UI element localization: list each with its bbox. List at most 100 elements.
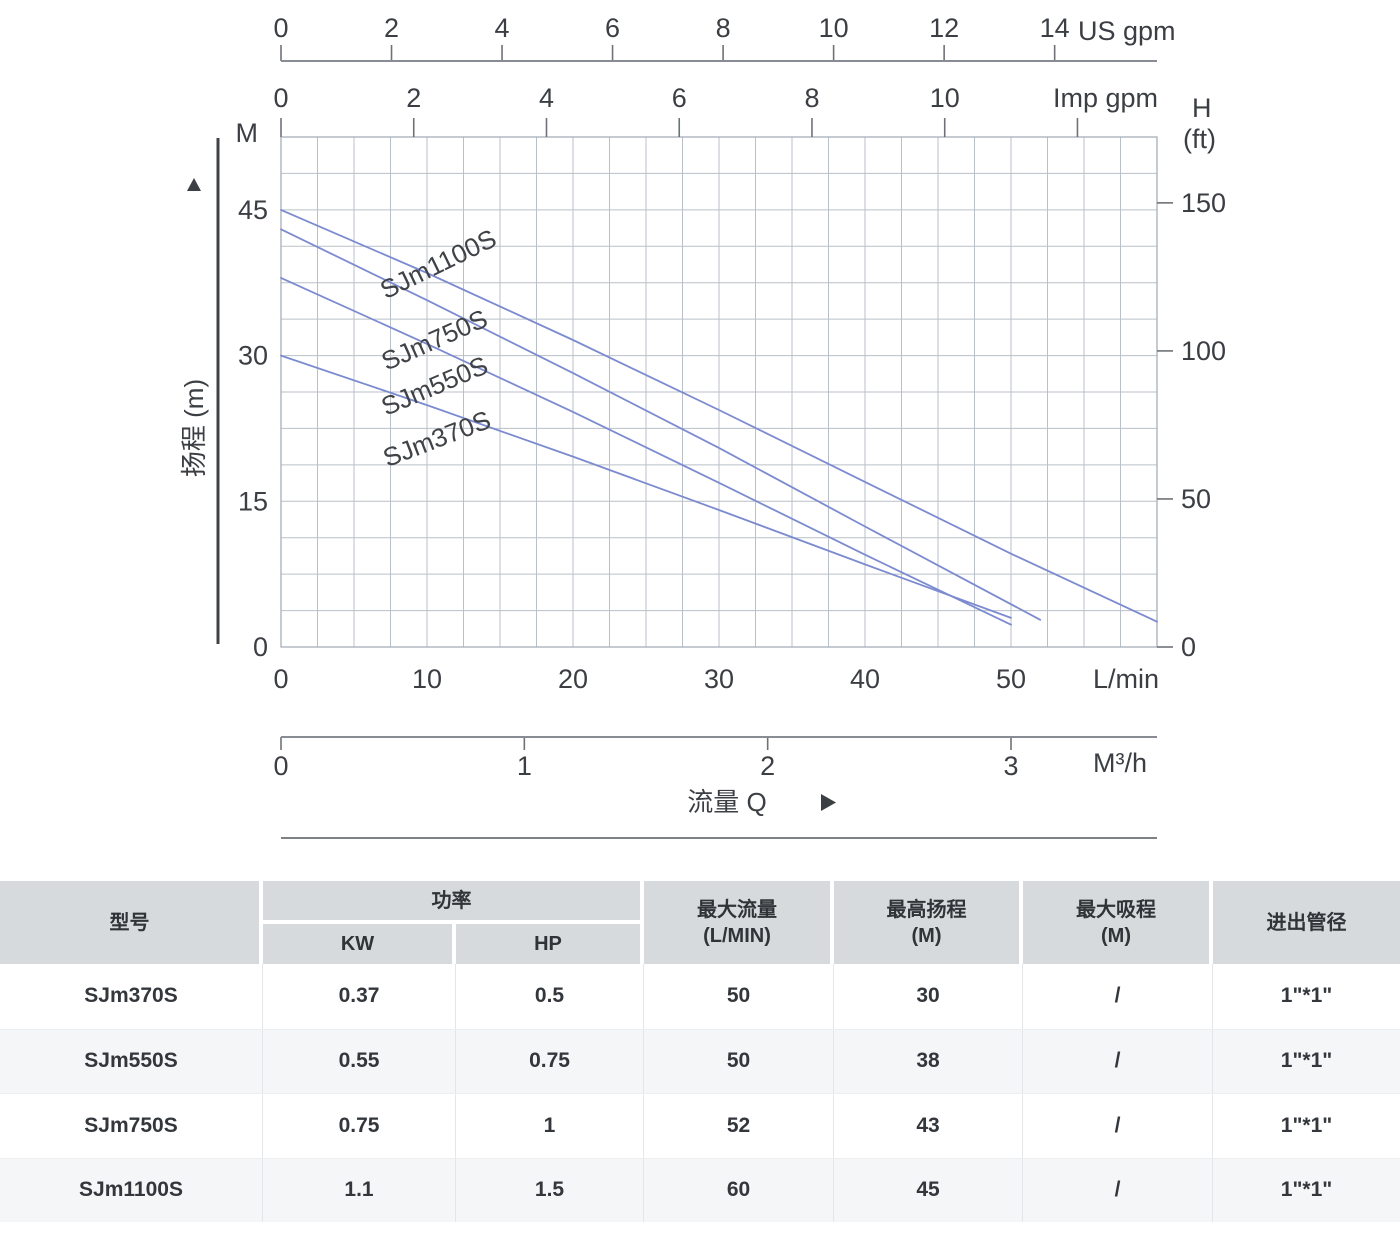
header-max-suction-text: 最大吸程 xyxy=(1076,898,1156,921)
tick-layer: 0 2 4 6 8 10 12 140 2 4 6 8 100 10 20 30 40 500 1 2 30153045… xyxy=(238,13,1226,781)
tick-label: 10 xyxy=(412,664,442,694)
performance-curve-section: 0 2 4 6 8 10 12 14 0 2 4 6 8 10 0 10 20 30 40 50 0 1 2 3 0 15 30 45… xyxy=(179,13,1226,839)
header-max-head-unit: (M) xyxy=(911,924,942,947)
tick-label: 20 xyxy=(558,664,588,694)
cell-max_suction: / xyxy=(1023,1029,1213,1093)
header-kw: KW xyxy=(263,924,456,964)
header-max-flow: 最大流量 (L/MIN) xyxy=(644,881,834,964)
right-arrow-icon xyxy=(821,794,836,811)
curve-sjm1100s xyxy=(280,208,1158,623)
cell-max_flow: 52 xyxy=(644,1094,834,1158)
tick-label: 50 xyxy=(1181,484,1211,514)
cell-kw: 0.75 xyxy=(263,1094,456,1158)
header-power: 功率 xyxy=(263,881,644,924)
spec-table-body: SJm370S 0.37 0.5 50 30/1"*1" SJm550S 0.55 0.75 5… xyxy=(0,964,1400,1222)
cell-max_head: 43 xyxy=(834,1094,1023,1158)
right-axis-title: H xyxy=(1192,93,1212,123)
tick-label: 1 xyxy=(517,751,532,781)
head-axis-label: 扬程 (m) xyxy=(179,379,209,477)
tick-label: 2 xyxy=(760,751,775,781)
tick-label: 100 xyxy=(1181,336,1226,366)
tick-label: 0 xyxy=(253,632,268,662)
tick-label: 0 xyxy=(273,664,288,694)
cell-model: SJm370S xyxy=(0,964,263,1029)
cell-max_flow: 60 xyxy=(644,1158,834,1222)
cell-pipe: 1"*1" xyxy=(1280,1178,1333,1202)
cell-model: SJm750S xyxy=(0,1094,263,1158)
cell-kw: 0.55 xyxy=(263,1029,456,1093)
cell-max_suction: / xyxy=(1023,964,1213,1029)
tick-label: 3 xyxy=(1003,751,1018,781)
cell-max_flow: 50 xyxy=(644,964,834,1029)
tick-label: 6 xyxy=(605,13,620,43)
right-axis-subtitle: (ft) xyxy=(1183,124,1216,154)
tick-label: 0 xyxy=(1181,632,1196,662)
cell-pipe: 1"*1" xyxy=(1280,1113,1333,1137)
cell-kw: 0.37 xyxy=(263,964,456,1029)
tick-label: 12 xyxy=(929,13,959,43)
us-gpm-unit-label: US gpm xyxy=(1078,16,1176,46)
cell-max_head: 45 xyxy=(834,1158,1023,1222)
cell-pipe: 1"*1" xyxy=(1280,1049,1333,1073)
tick-label: 4 xyxy=(495,13,510,43)
header-model: 型号 xyxy=(0,881,263,964)
cell-hp: 1 xyxy=(456,1094,644,1158)
tick-label: 10 xyxy=(930,83,960,113)
table-row-sjm750s: SJm750S 0.75 1 52 43/ 1"*1" xyxy=(0,1093,1400,1158)
cell-hp: 0.5 xyxy=(456,964,644,1029)
up-arrow-icon xyxy=(187,178,201,191)
header-max-flow-text: 最大流量 xyxy=(697,898,777,921)
tick-label: 50 xyxy=(996,664,1026,694)
cell-pipe: 1"*1" xyxy=(1280,984,1333,1008)
imp-gpm-unit-label: Imp gpm xyxy=(1053,83,1158,113)
tick-label: 2 xyxy=(384,13,399,43)
header-max-flow-unit: (L/MIN) xyxy=(703,924,771,947)
pump-curve-chart: 0 2 4 6 8 10 12 140 2 4 6 8 100 10 20 30 40 500 1 2 30153045… xyxy=(179,13,1226,839)
cell-hp: 1.5 xyxy=(456,1158,644,1222)
cell-max_suction: / xyxy=(1023,1094,1213,1158)
curve-lines xyxy=(280,208,1158,626)
tick-label: 4 xyxy=(539,83,554,113)
tick-label: 150 xyxy=(1181,188,1226,218)
tick-label: 0 xyxy=(273,83,288,113)
m3h-unit-label: M³/h xyxy=(1093,748,1147,778)
tick-label: 8 xyxy=(716,13,731,43)
header-max-head: 最高扬程 (M) xyxy=(834,881,1023,964)
grid-border xyxy=(280,136,1158,648)
cell-max_head: 30 xyxy=(834,964,1023,1029)
curve-sjm370s xyxy=(280,354,1012,619)
table-row-sjm1100s: SJm1100S 1.1 1.5 60 45/ 1"*1" xyxy=(0,1157,1400,1222)
cell-max_flow: 50 xyxy=(644,1029,834,1093)
cell-model: SJm550S xyxy=(0,1029,263,1093)
grid-lines xyxy=(280,136,1158,648)
header-hp: HP xyxy=(456,924,644,964)
header-max-head-text: 最高扬程 xyxy=(886,898,967,921)
tick-label: 45 xyxy=(238,195,268,225)
tick-label: 14 xyxy=(1040,13,1070,43)
cell-max_head: 38 xyxy=(834,1029,1023,1093)
tick-label: 30 xyxy=(704,664,734,694)
table-row-sjm550s: SJm550S 0.55 0.75 50 38/ 1"*1" xyxy=(0,1028,1400,1093)
curve-sjm750s xyxy=(280,228,1042,621)
tick-label: 40 xyxy=(850,664,880,694)
cell-model: SJm1100S xyxy=(0,1158,263,1222)
header-pipe: 进出管径 xyxy=(1213,881,1400,964)
header-max-suction: 最大吸程 (M) xyxy=(1023,881,1213,964)
tick-label: 6 xyxy=(672,83,687,113)
cell-max_suction: / xyxy=(1023,1158,1213,1222)
tick-label: 30 xyxy=(238,341,268,371)
spec-table: 型号 功率 KW HP 最大流量 (L/MIN) 最高扬程 (M) 最大吸程 (… xyxy=(0,881,1400,1222)
curve-sjm550s xyxy=(280,276,1012,626)
lmin-unit-label: L/min xyxy=(1093,664,1159,694)
tick-label: 2 xyxy=(406,83,421,113)
tick-label: 0 xyxy=(273,13,288,43)
tick-label: 15 xyxy=(238,486,268,516)
curve-label-sjm1100s: SJm1100S xyxy=(375,223,501,305)
table-row-sjm370s: SJm370S 0.37 0.5 50 30/ 1"*1" xyxy=(0,964,1400,1029)
flow-axis-label: 流量 Q xyxy=(687,787,766,817)
tick-label: 0 xyxy=(273,751,288,781)
header-max-suction-unit: (M) xyxy=(1101,924,1131,947)
left-axis-unit-label: M xyxy=(236,118,259,148)
tick-label: 8 xyxy=(804,83,819,113)
tick-label: 10 xyxy=(819,13,849,43)
